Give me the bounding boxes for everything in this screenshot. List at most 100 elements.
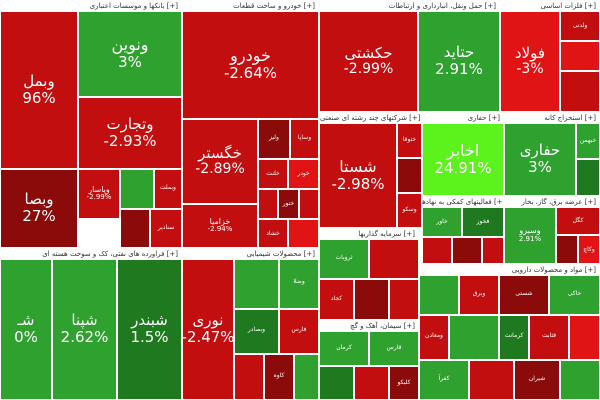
stock-tile-small[interactable]: [397, 158, 422, 193]
stock-tile-small[interactable]: [120, 169, 154, 209]
stock-tile-small[interactable]: [354, 279, 389, 320]
stock-tile-small[interactable]: [354, 366, 389, 400]
stock-tile[interactable]: وپاسار -2.99%: [78, 169, 120, 219]
sector-header[interactable]: سرمایه گذاریها [+]: [320, 229, 418, 240]
stock-tile[interactable]: خزامیا -2.94%: [182, 204, 258, 248]
stock-tile[interactable]: شـ 0%: [0, 259, 52, 400]
stock-tile-small[interactable]: [299, 189, 319, 219]
stock-tile-small[interactable]: فخوز: [462, 207, 504, 237]
stock-tile-small[interactable]: [469, 360, 514, 400]
stock-tile-small[interactable]: [560, 71, 600, 112]
stock-symbol: خگستر: [198, 143, 242, 162]
stock-tile-small[interactable]: [389, 279, 419, 320]
stock-tile-small[interactable]: خشاد: [258, 219, 288, 248]
stock-tile[interactable]: وبمل 96%: [0, 11, 78, 169]
stock-tile-small[interactable]: [234, 259, 279, 309]
stock-tile-small[interactable]: [288, 219, 319, 248]
stock-symbol: ونوین: [111, 35, 149, 55]
sector-header[interactable]: حمل ونقل، انبارداری و ارتباطات [+]: [320, 1, 499, 12]
stock-tile-small[interactable]: [120, 209, 150, 248]
stock-tile-small[interactable]: خودر: [288, 159, 319, 189]
stock-tile-small[interactable]: [556, 235, 578, 264]
stock-tile-small[interactable]: [569, 315, 600, 360]
stock-change: 3%: [118, 53, 142, 72]
stock-tile[interactable]: وتجارت -2.93%: [78, 97, 182, 169]
stock-tile-small[interactable]: [560, 41, 600, 71]
stock-tile-small[interactable]: وساپا: [290, 119, 319, 159]
stock-tile-small[interactable]: ولیز: [258, 119, 290, 159]
stock-tile-small[interactable]: خاکی: [549, 275, 600, 315]
stock-tile-small[interactable]: [369, 239, 419, 279]
stock-tile-small[interactable]: [482, 237, 504, 264]
stock-tile[interactable]: نوری -2.47%: [182, 259, 234, 400]
stock-tile[interactable]: حکشتی -2.99%: [319, 11, 418, 112]
stock-tile-small[interactable]: ثروبات: [319, 239, 369, 279]
stock-tile-small[interactable]: شیران: [514, 360, 560, 400]
stock-tile[interactable]: ونوین 3%: [78, 11, 182, 97]
stock-change: 96%: [22, 88, 56, 107]
stock-tile-small[interactable]: قارس: [369, 331, 419, 366]
stock-tile-small[interactable]: [294, 354, 319, 400]
stock-tile-small[interactable]: [452, 237, 482, 264]
sector-header[interactable]: عرضه برق، گاز، بخار [+]: [505, 197, 599, 208]
stock-tile-small[interactable]: کرمان: [319, 331, 369, 366]
stock-tile-small[interactable]: خبهمن: [576, 123, 600, 159]
stock-tile-small[interactable]: وبرق: [459, 275, 499, 315]
sector-header[interactable]: سیمان، آهک و گچ [+]: [320, 321, 418, 332]
stock-symbol: فخوز: [476, 218, 490, 226]
stock-tile-small[interactable]: [319, 366, 354, 400]
stock-tile-small[interactable]: کرمانت: [499, 315, 529, 360]
stock-symbol: قارس: [386, 344, 402, 352]
stock-tile-small[interactable]: [419, 275, 459, 315]
sector-header[interactable]: بانکها و موسسات اعتباری [+]: [1, 1, 181, 12]
stock-tile-small[interactable]: خاور: [422, 207, 462, 237]
stock-tile[interactable]: خودرو -2.64%: [182, 11, 319, 119]
stock-tile-small[interactable]: فارس: [279, 309, 319, 354]
stock-tile-small[interactable]: خلنت: [258, 159, 288, 189]
stock-tile[interactable]: وبصا 27%: [0, 169, 78, 248]
stock-tile[interactable]: شپنا 2.62%: [52, 259, 117, 400]
stock-tile-small[interactable]: کاوه: [264, 354, 294, 400]
stock-tile-small[interactable]: [422, 237, 452, 264]
stock-tile-small[interactable]: کگل: [556, 207, 600, 235]
stock-tile[interactable]: شبندر 1.5%: [117, 259, 182, 400]
stock-tile[interactable]: اخابر 24.91%: [422, 123, 504, 196]
stock-tile-small[interactable]: وضلا: [279, 259, 319, 309]
stock-tile-small[interactable]: کفرآ: [419, 360, 469, 400]
stock-tile-small[interactable]: وبملت: [154, 169, 182, 209]
stock-symbol: خاور: [436, 218, 448, 226]
stock-tile[interactable]: حتاید 2.91%: [418, 11, 500, 112]
stock-tile-small[interactable]: [576, 159, 600, 196]
stock-tile-small[interactable]: [258, 189, 278, 219]
stock-tile-small[interactable]: سنادیر: [150, 209, 182, 248]
sector-header[interactable]: فعالیتهای کمکی به نهادها [+]: [420, 197, 503, 208]
stock-tile-small[interactable]: شستی: [499, 275, 549, 315]
stock-tile[interactable]: شستا -2.98%: [319, 123, 397, 228]
stock-tile-small[interactable]: کجاد: [319, 279, 354, 320]
stock-tile-small[interactable]: [234, 354, 264, 400]
stock-tile-small[interactable]: ختوقا: [397, 123, 422, 158]
stock-tile-small[interactable]: وبصادر: [234, 309, 279, 354]
stock-tile[interactable]: فولاد -3%: [500, 11, 560, 112]
stock-tile[interactable]: خگستر -2.89%: [182, 119, 258, 204]
stock-tile-small[interactable]: کلبکو: [389, 366, 419, 400]
sector-header[interactable]: حفاری [+]: [423, 113, 503, 124]
stock-tile-small[interactable]: وسکو: [397, 193, 422, 228]
sector-header[interactable]: شرکتهای چند رشته ای صنعتی [+]: [320, 113, 421, 124]
stock-tile-small[interactable]: [449, 315, 499, 360]
sector-header[interactable]: خودرو و ساخت قطعات [+]: [183, 1, 318, 12]
sector-header[interactable]: استخراج کانه [+]: [505, 113, 599, 124]
stock-tile-small[interactable]: ومعادن: [419, 315, 449, 360]
sector-header[interactable]: مواد و محصولات دارویی [+]: [420, 265, 599, 276]
stock-tile-small[interactable]: ولدنی: [560, 11, 600, 41]
sector-header[interactable]: فلزات اساسی [+]: [501, 1, 599, 12]
stock-tile-small[interactable]: ختور: [278, 189, 299, 219]
stock-tile-small[interactable]: [560, 360, 600, 400]
sector-header[interactable]: محصولات شیمیایی [+]: [183, 249, 318, 260]
stock-tile[interactable]: وسبرو 2.91%: [504, 207, 556, 264]
stock-tile-small[interactable]: وکاچ: [578, 235, 600, 264]
sector-header[interactable]: فراورده های نفتی، کک و سوخت هسته ای [+]: [1, 249, 181, 260]
stock-tile[interactable]: حفاری 3%: [504, 123, 576, 196]
stock-tile-small[interactable]: قثابت: [529, 315, 569, 360]
stock-symbol: وسبرو: [519, 226, 541, 236]
